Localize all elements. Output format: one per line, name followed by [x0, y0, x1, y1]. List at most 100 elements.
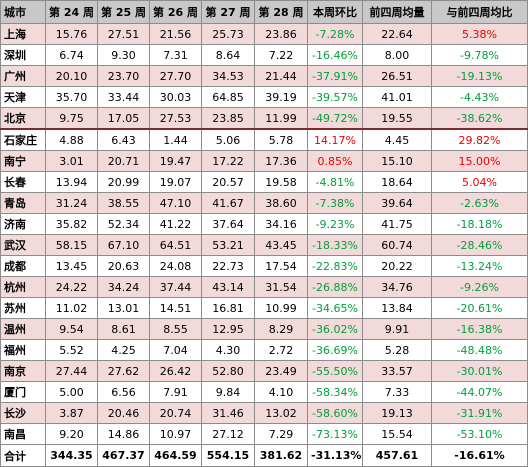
cell-week-24: 5.52	[45, 339, 98, 361]
cell-week-26: 41.22	[149, 213, 202, 235]
cell-week-28: 21.44	[254, 65, 308, 87]
cell-week-27: 22.73	[201, 255, 255, 277]
table-row: 济南 35.82 52.34 41.22 37.64 34.16 -9.23% 41.75 -1…	[0, 213, 528, 235]
table-row: 苏州 11.02 13.01 14.51 16.81 10.99 -34.65% 13.84-…	[0, 297, 528, 319]
cell-week-24: 31.24	[45, 192, 98, 214]
cell-week-24: 9.75	[45, 107, 98, 130]
cell-week-24: 9.20	[45, 423, 98, 445]
cell-week-25: 6.43	[97, 128, 150, 151]
cell-week-25: 27.51	[97, 23, 150, 45]
cell-week-over-week: -73.13%	[307, 423, 363, 445]
cell-week-25: 27.62	[97, 360, 150, 382]
cell-week-over-week: -22.83%	[307, 255, 363, 277]
cell-week-28: 38.60	[254, 192, 308, 214]
table-body: 上海 15.76 27.51 21.56 25.73 23.86 -7.28% 22.64 5.…	[0, 23, 528, 445]
cell-week-over-week: -39.57%	[307, 86, 363, 108]
cell-week-27: 4.30	[201, 339, 255, 361]
cell-week-25: 34.24	[97, 276, 150, 298]
cell-week-26: 47.10	[149, 192, 202, 214]
cell-week-26: 8.55	[149, 318, 202, 340]
cell-week-over-week: 0.85%	[307, 150, 363, 172]
cell-city: 温州	[0, 318, 46, 340]
cell-week-27: 31.46	[201, 402, 255, 424]
cell-week-24: 4.88	[45, 128, 98, 151]
cell-week-26: 1.44	[149, 128, 202, 151]
table-row: 南昌 9.20 14.86 10.97 27.12 7.29 -73.13% 15.54 -53…	[0, 423, 528, 445]
cell-city: 苏州	[0, 297, 46, 319]
cell-vs-four-week-average: -16.38%	[431, 318, 528, 340]
cell-week-27: 27.12	[201, 423, 255, 445]
cell-vs-four-week-average: -9.26%	[431, 276, 528, 298]
cell-four-week-average: 8.00	[362, 44, 432, 66]
table-row: 北京 9.75 17.05 27.53 23.85 11.99 -49.72% 19.55 -3…	[0, 107, 528, 130]
cell-week-27: 16.81	[201, 297, 255, 319]
cell-week-28: 23.49	[254, 360, 308, 382]
cell-week-over-week: -58.60%	[307, 402, 363, 424]
cell-four-week-average: 19.13	[362, 402, 432, 424]
cell-week-25: 6.56	[97, 381, 150, 403]
cell-week-24: 11.02	[45, 297, 98, 319]
cell-city: 长沙	[0, 402, 46, 424]
cell-week-26: 14.51	[149, 297, 202, 319]
table-row: 青岛 31.24 38.55 47.10 41.67 38.60 -7.38% 39.64 -2…	[0, 192, 528, 214]
cell-week-28: 5.78	[254, 128, 308, 151]
cell-week-27: 8.64	[201, 44, 255, 66]
cell-week-24: 3.01	[45, 150, 98, 172]
cell-week-over-week: -36.69%	[307, 339, 363, 361]
cell-week-25: 20.46	[97, 402, 150, 424]
cell-week-over-week: -34.65%	[307, 297, 363, 319]
table-row: 温州 9.54 8.61 8.55 12.95 8.29 -36.02% 9.91 -16.38…	[0, 318, 528, 340]
total-week-over-week: -31.13%	[307, 444, 363, 467]
cell-week-26: 64.51	[149, 234, 202, 256]
cell-week-26: 26.42	[149, 360, 202, 382]
cell-four-week-average: 5.28	[362, 339, 432, 361]
cell-week-over-week: -36.02%	[307, 318, 363, 340]
cell-city: 济南	[0, 213, 46, 235]
cell-week-over-week: -55.50%	[307, 360, 363, 382]
header-week-26: 第 26 周	[149, 0, 202, 24]
total-four-week-average: 457.61	[362, 444, 432, 467]
total-week-26: 464.59	[149, 444, 202, 467]
cell-city: 福州	[0, 339, 46, 361]
cell-week-28: 7.22	[254, 44, 308, 66]
cell-city: 石家庄	[0, 128, 46, 151]
cell-week-24: 35.82	[45, 213, 98, 235]
table-row: 天津 35.70 33.44 30.03 64.85 39.19 -39.57% 41.01-…	[0, 86, 528, 108]
cell-week-27: 64.85	[201, 86, 255, 108]
cell-week-24: 27.44	[45, 360, 98, 382]
cell-city: 南昌	[0, 423, 46, 445]
cell-four-week-average: 22.64	[362, 23, 432, 45]
cell-vs-four-week-average: 15.00%	[431, 150, 528, 172]
cell-week-25: 4.25	[97, 339, 150, 361]
cell-vs-four-week-average: -2.63%	[431, 192, 528, 214]
cell-four-week-average: 41.75	[362, 213, 432, 235]
cell-vs-four-week-average: -31.91%	[431, 402, 528, 424]
cell-week-24: 9.54	[45, 318, 98, 340]
cell-four-week-average: 15.10	[362, 150, 432, 172]
header-vs-four-week-average: 与前四周均比	[431, 0, 528, 24]
cell-week-26: 19.07	[149, 171, 202, 193]
cell-week-25: 17.05	[97, 107, 150, 130]
cell-week-28: 10.99	[254, 297, 308, 319]
cell-week-over-week: -16.46%	[307, 44, 363, 66]
cell-city: 南宁	[0, 150, 46, 172]
total-row: 合计 344.35 467.37 464.59 554.15 381.62 -3…	[0, 444, 528, 467]
table-row: 杭州 24.22 34.24 37.44 43.14 31.54 -26.88% 34.76-…	[0, 276, 528, 298]
total-week-25: 467.37	[97, 444, 150, 467]
cell-week-25: 23.70	[97, 65, 150, 87]
cell-week-26: 21.56	[149, 23, 202, 45]
cell-week-25: 20.63	[97, 255, 150, 277]
total-label: 合计	[0, 444, 46, 467]
total-week-24: 344.35	[45, 444, 98, 467]
cell-week-over-week: -37.91%	[307, 65, 363, 87]
cell-vs-four-week-average: -30.01%	[431, 360, 528, 382]
cell-city: 杭州	[0, 276, 46, 298]
table-row: 成都 13.45 20.63 24.08 22.73 17.54 -22.83% 20.22-…	[0, 255, 528, 277]
cell-vs-four-week-average: 29.82%	[431, 128, 528, 151]
cell-week-27: 9.84	[201, 381, 255, 403]
cell-week-28: 11.99	[254, 107, 308, 130]
cell-week-27: 37.64	[201, 213, 255, 235]
cell-week-28: 17.54	[254, 255, 308, 277]
cell-week-27: 53.21	[201, 234, 255, 256]
